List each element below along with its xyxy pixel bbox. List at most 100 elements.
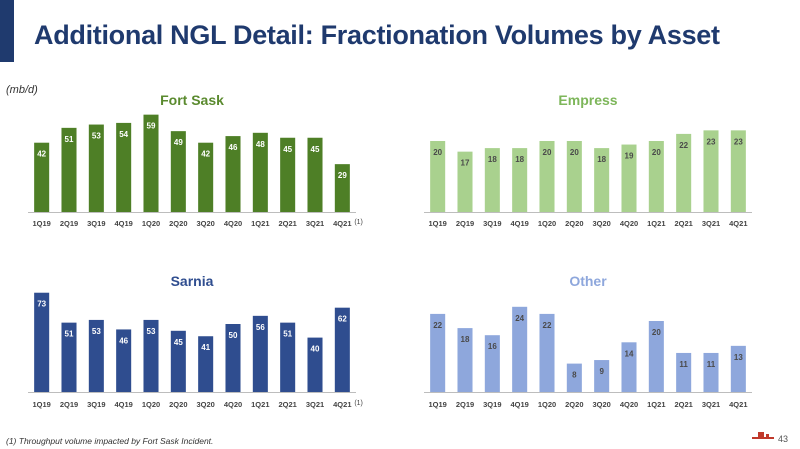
bar <box>484 335 500 392</box>
chart-title: Other <box>569 273 607 289</box>
bar-value-label: 54 <box>119 130 128 139</box>
x-tick-label: 1Q19 <box>32 400 50 409</box>
x-tick-label: 1Q20 <box>142 219 160 228</box>
bar <box>648 141 664 212</box>
chart-sarnia: Sarnia 73 1Q19 51 2Q19 53 3Q19 46 4Q19 53 1Q20 45 2Q… <box>28 273 363 409</box>
x-tick-label: 1Q20 <box>538 219 556 228</box>
x-tick-label: 1Q21 <box>251 219 269 228</box>
unit-label: (mb/d) <box>6 84 38 96</box>
bar <box>594 148 610 212</box>
bar <box>539 313 555 392</box>
bar-value-label: 14 <box>625 349 634 358</box>
bar <box>307 137 323 212</box>
bar-value-label: 45 <box>311 145 320 154</box>
bar-value-label: 48 <box>256 140 265 149</box>
bar-value-label: 16 <box>488 342 497 351</box>
x-tick-label: 2Q21 <box>278 400 296 409</box>
bar <box>88 124 104 212</box>
x-tick-label: 4Q19 <box>114 219 132 228</box>
bar <box>430 313 446 392</box>
bar-value-label: 41 <box>201 343 210 352</box>
x-tick-label: 1Q20 <box>142 400 160 409</box>
x-tick-label: 1Q20 <box>538 400 556 409</box>
x-tick-label: 2Q19 <box>456 219 474 228</box>
bar-value-label: 19 <box>625 152 634 161</box>
bar <box>648 321 664 392</box>
x-tick-label: 2Q21 <box>278 219 296 228</box>
bar-value-label: 8 <box>572 371 577 380</box>
x-tick-label: 4Q19 <box>510 219 528 228</box>
bar <box>116 122 132 212</box>
bar-value-label: 42 <box>37 150 46 159</box>
page-title: Additional NGL Detail: Fractionation Vol… <box>34 20 720 50</box>
bar <box>280 322 296 392</box>
bar-value-label: 53 <box>92 327 101 336</box>
bar <box>252 315 268 392</box>
bar-value-label: 73 <box>37 300 46 309</box>
bar-value-label: 23 <box>707 137 716 146</box>
x-tick-label: 4Q19 <box>114 400 132 409</box>
bar <box>143 114 159 212</box>
x-tick-label: 4Q20 <box>620 219 638 228</box>
x-tick-label: 1Q19 <box>32 219 50 228</box>
chart-fort-sask: Fort Sask 42 1Q19 51 2Q19 53 3Q19 54 4Q19 59 1Q20 4… <box>28 92 363 228</box>
bar <box>703 352 719 392</box>
x-tick-label: 2Q20 <box>565 400 583 409</box>
x-tick-label: 3Q21 <box>306 400 324 409</box>
bar <box>307 337 323 392</box>
bar-value-label: 53 <box>92 132 101 141</box>
bar-value-label: 29 <box>338 171 347 180</box>
x-tick-label: 2Q21 <box>674 400 692 409</box>
bar-value-label: 20 <box>570 148 579 157</box>
bar-value-label: 51 <box>65 135 74 144</box>
footnote-marker: (1) <box>354 219 363 226</box>
bar-value-label: 18 <box>488 155 497 164</box>
bar <box>88 319 104 392</box>
bar-value-label: 46 <box>229 143 238 152</box>
x-tick-label: 3Q20 <box>196 400 214 409</box>
page-number: 43 <box>777 434 788 444</box>
bar <box>621 342 637 392</box>
bar <box>730 345 746 392</box>
chart-title: Sarnia <box>171 273 214 289</box>
bar-value-label: 24 <box>515 314 524 323</box>
x-tick-label: 3Q21 <box>702 400 720 409</box>
bar <box>539 141 555 212</box>
bar-value-label: 46 <box>119 336 128 345</box>
x-tick-label: 4Q21 <box>729 400 747 409</box>
bar <box>676 133 692 212</box>
bar-value-label: 17 <box>461 159 470 168</box>
bar-value-label: 50 <box>229 331 238 340</box>
bar <box>512 148 528 212</box>
bar <box>430 141 446 212</box>
bar-value-label: 20 <box>543 148 552 157</box>
bar <box>621 144 637 212</box>
bar-value-label: 20 <box>652 328 661 337</box>
bar <box>198 336 214 392</box>
bar-value-label: 23 <box>734 137 743 146</box>
title-accent-bar <box>0 0 14 62</box>
chart-title: Fort Sask <box>160 92 224 108</box>
bar <box>334 307 350 392</box>
x-tick-label: 4Q19 <box>510 400 528 409</box>
x-tick-label: 3Q19 <box>483 400 501 409</box>
x-tick-label: 1Q19 <box>428 219 446 228</box>
bar <box>594 360 610 392</box>
x-tick-label: 3Q20 <box>196 219 214 228</box>
bar-value-label: 18 <box>461 335 470 344</box>
chart-other: Other 22 1Q19 18 2Q19 16 3Q19 24 4Q19 22 1Q20 8 2Q20… <box>424 273 752 409</box>
x-tick-label: 4Q20 <box>224 219 242 228</box>
bar-value-label: 13 <box>734 353 743 362</box>
footnote-marker: (1) <box>354 400 363 407</box>
bar <box>484 148 500 212</box>
bar-value-label: 45 <box>283 145 292 154</box>
x-tick-label: 4Q21 <box>333 219 351 228</box>
bar-value-label: 51 <box>65 330 74 339</box>
x-tick-label: 2Q20 <box>169 219 187 228</box>
bar-value-label: 18 <box>515 155 524 164</box>
bar <box>34 292 50 392</box>
bar-value-label: 20 <box>652 148 661 157</box>
bar-value-label: 49 <box>174 138 183 147</box>
x-tick-label: 3Q20 <box>592 400 610 409</box>
bar-value-label: 51 <box>283 330 292 339</box>
